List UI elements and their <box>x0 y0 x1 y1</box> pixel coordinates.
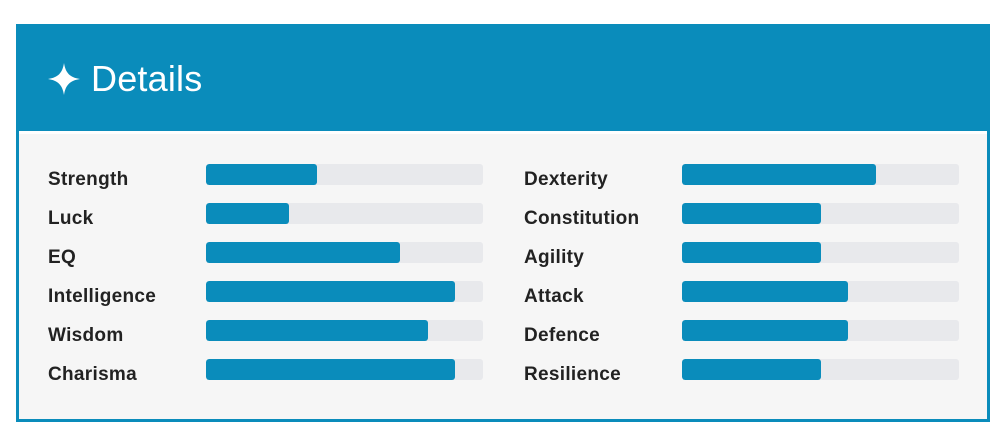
panel-title: Details <box>91 58 203 99</box>
stat-row: Agility <box>524 238 964 277</box>
stat-label: Defence <box>524 325 601 346</box>
sparkle-icon <box>47 62 81 96</box>
stat-label: Luck <box>48 208 94 229</box>
stat-row: Luck <box>48 199 488 238</box>
stat-bar-fill <box>682 359 821 380</box>
stat-bar-fill <box>206 203 290 224</box>
stat-bar-fill <box>206 359 456 380</box>
stat-row: Charisma <box>48 355 488 394</box>
stat-row: Strength <box>48 160 488 199</box>
stat-row: Constitution <box>524 199 964 238</box>
stat-bar-fill <box>682 242 821 263</box>
stat-bar <box>682 320 959 341</box>
stat-label: Intelligence <box>48 286 157 307</box>
stat-label: Agility <box>524 247 585 268</box>
stat-label: Attack <box>524 286 584 307</box>
stat-row: EQ <box>48 238 488 277</box>
details-panel: Details Strength Luck EQ Intelligence Wi… <box>16 24 990 422</box>
stat-bar <box>206 281 483 302</box>
stats-column-right: Dexterity Constitution Agility Attack De… <box>524 160 964 394</box>
stat-bar-fill <box>206 320 428 341</box>
stat-bar-fill <box>682 281 849 302</box>
stat-bar <box>682 242 959 263</box>
stat-bar-fill <box>206 281 456 302</box>
stat-bar <box>682 164 959 185</box>
stat-bar-fill <box>682 320 849 341</box>
stat-bar-fill <box>682 164 876 185</box>
panel-header: Details <box>19 27 987 131</box>
stat-row: Defence <box>524 316 964 355</box>
stat-row: Attack <box>524 277 964 316</box>
stat-bar-fill <box>682 203 821 224</box>
stat-bar <box>682 359 959 380</box>
stat-bar-fill <box>206 242 400 263</box>
stat-bar <box>206 242 483 263</box>
stat-label: Constitution <box>524 208 640 229</box>
stat-bar <box>206 203 483 224</box>
stat-bar <box>206 320 483 341</box>
stat-row: Dexterity <box>524 160 964 199</box>
stat-bar-fill <box>206 164 317 185</box>
stat-row: Wisdom <box>48 316 488 355</box>
stat-bar <box>206 359 483 380</box>
stats-column-left: Strength Luck EQ Intelligence Wisdom Cha… <box>48 160 488 394</box>
stat-bar <box>682 281 959 302</box>
panel-body: Strength Luck EQ Intelligence Wisdom Cha… <box>19 131 987 419</box>
stat-row: Intelligence <box>48 277 488 316</box>
stat-label: Dexterity <box>524 169 609 190</box>
stat-bar <box>682 203 959 224</box>
stat-row: Resilience <box>524 355 964 394</box>
stat-label: Charisma <box>48 364 137 385</box>
stat-bar <box>206 164 483 185</box>
stat-label: Strength <box>48 169 129 190</box>
stat-label: Resilience <box>524 364 621 385</box>
stat-label: EQ <box>48 247 77 268</box>
stat-label: Wisdom <box>48 325 124 346</box>
